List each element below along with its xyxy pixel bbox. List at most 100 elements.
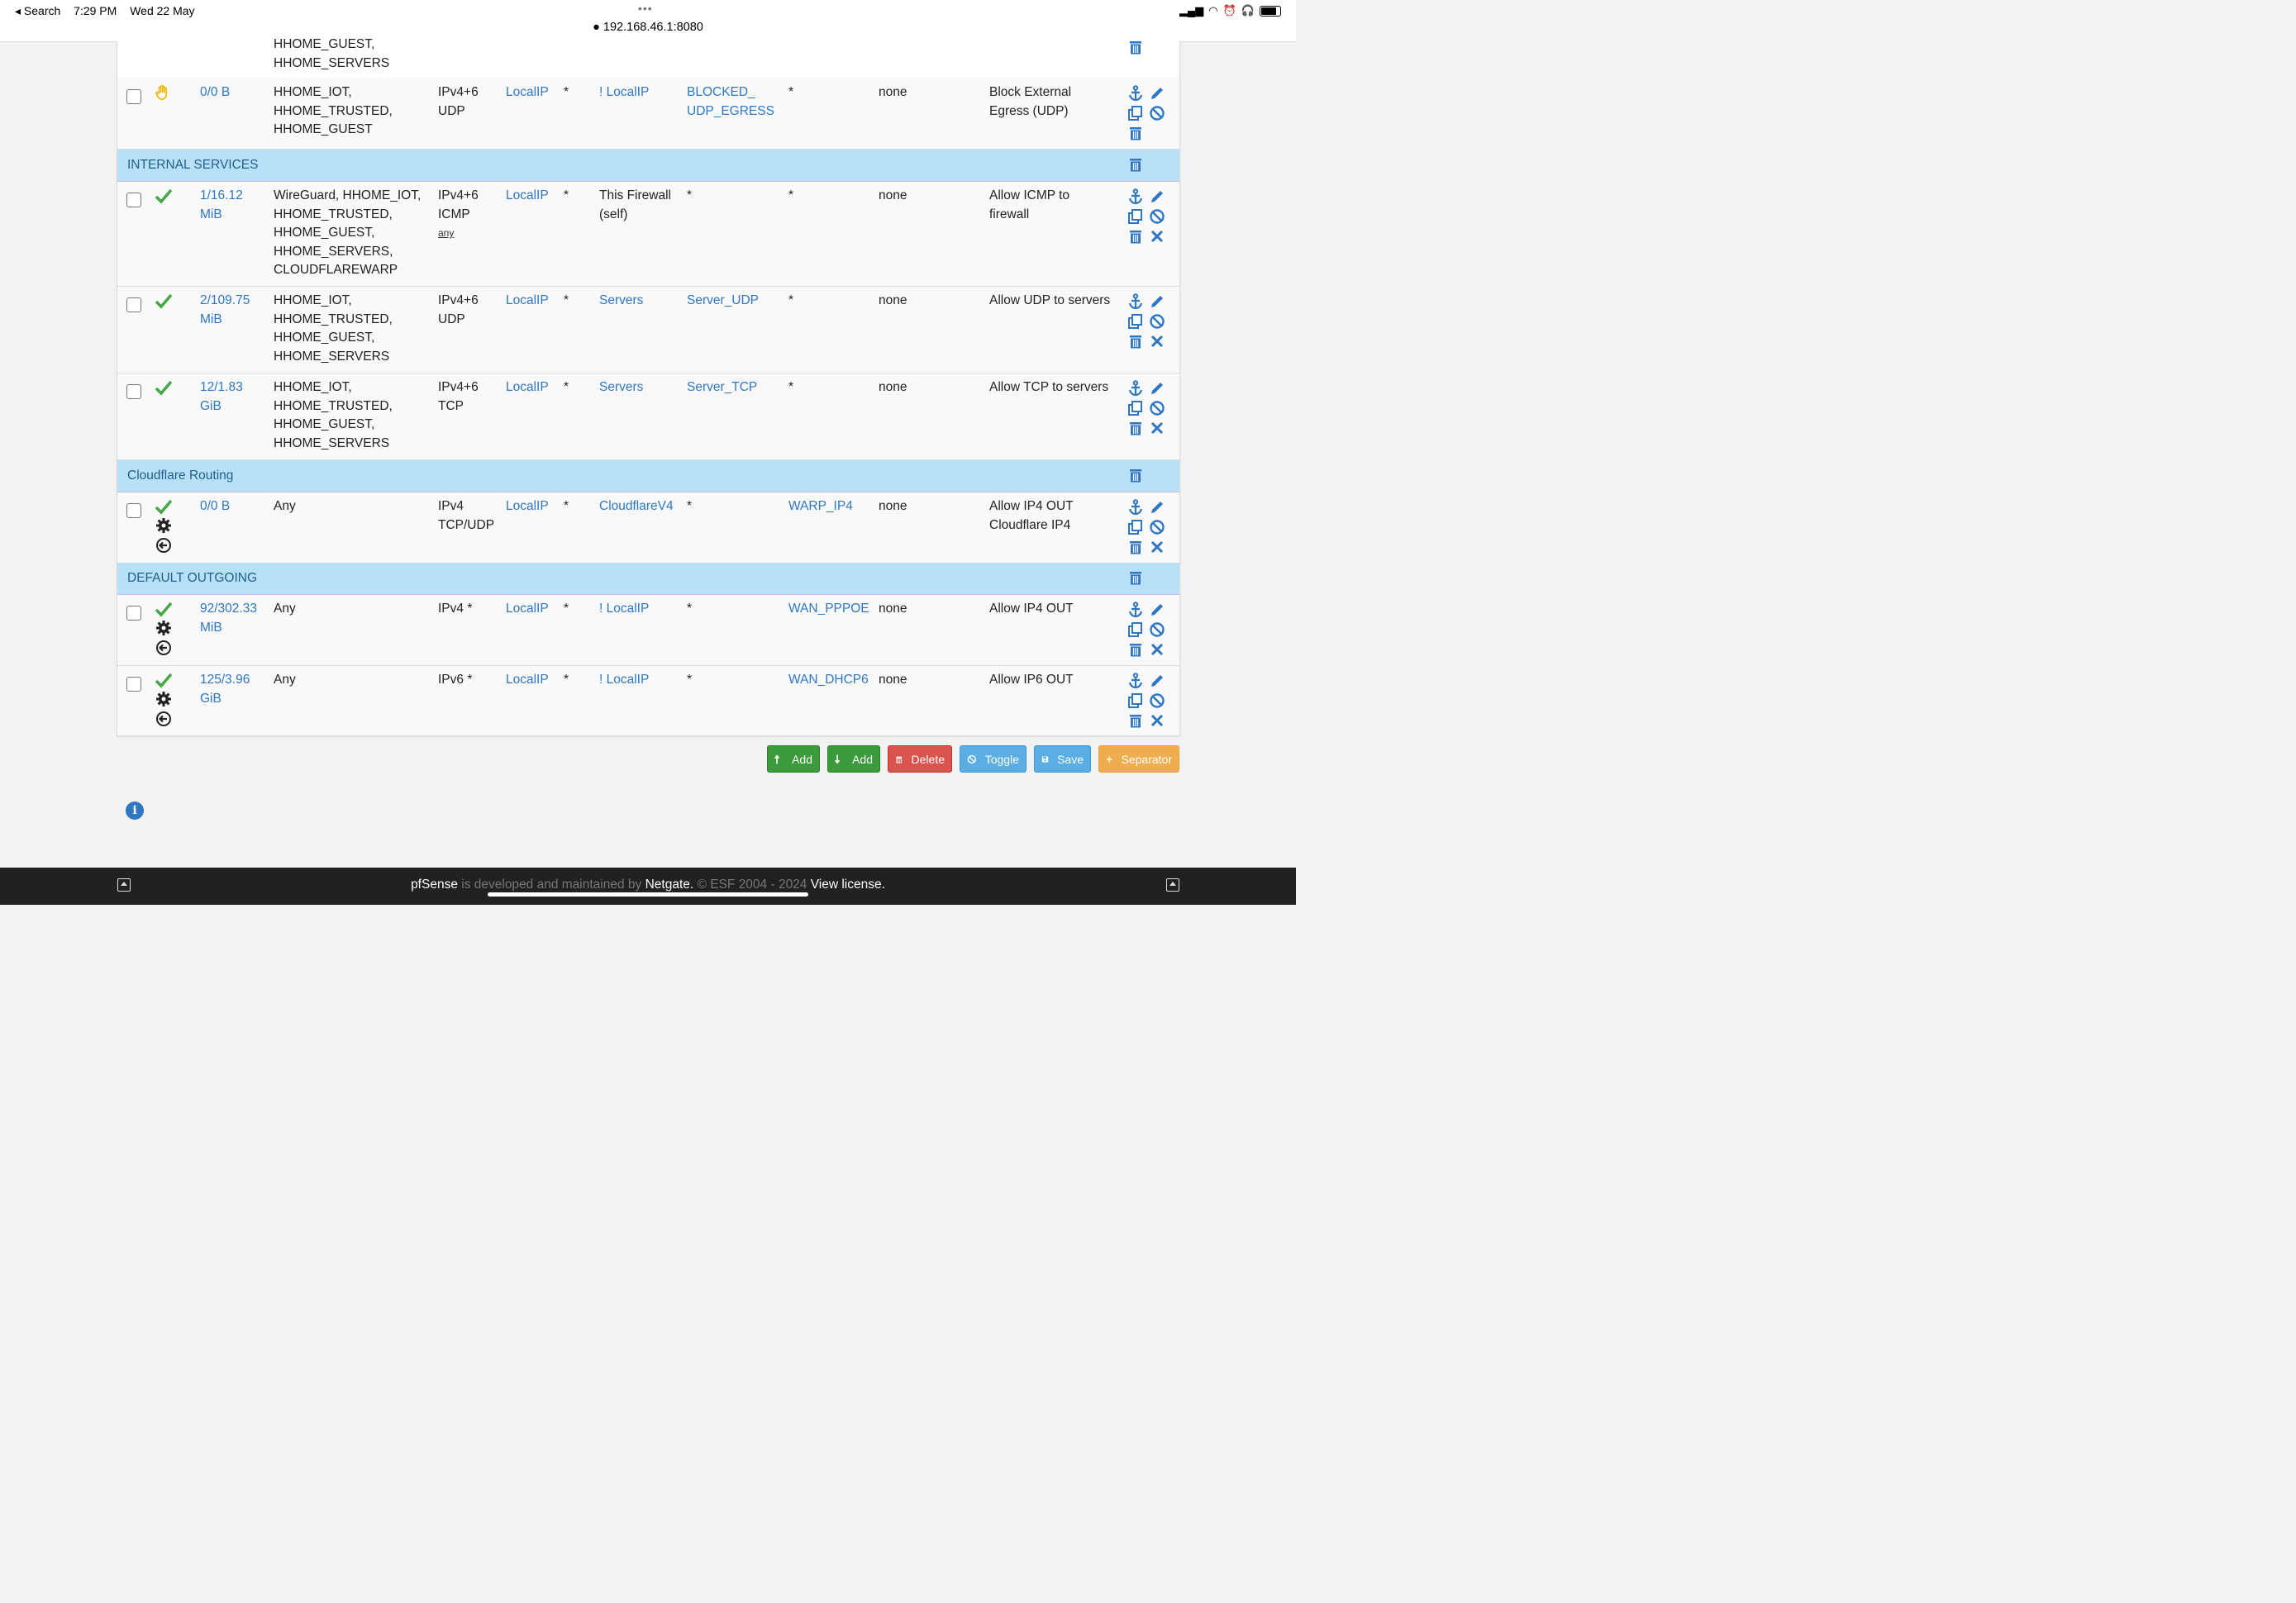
trash-icon[interactable] (1127, 228, 1144, 245)
pencil-icon[interactable] (1149, 188, 1165, 205)
row-source[interactable]: LocalIP (506, 380, 549, 394)
row-states[interactable]: 125/3.96 GiB (200, 671, 250, 708)
row-destination[interactable]: Servers (599, 380, 644, 394)
close-icon[interactable] (1149, 420, 1165, 436)
copy-icon[interactable] (1127, 400, 1144, 416)
multitask-dots-icon[interactable]: ••• (638, 2, 653, 15)
row-interfaces: Any (274, 600, 296, 619)
anchor-icon[interactable] (1127, 293, 1144, 310)
copy-icon[interactable] (1127, 692, 1144, 709)
row-states[interactable]: 12/1.83 GiB (200, 378, 243, 416)
trash-icon[interactable] (1127, 641, 1144, 658)
close-icon[interactable] (1149, 712, 1165, 729)
close-icon[interactable] (1149, 641, 1165, 658)
close-icon[interactable] (1149, 539, 1165, 555)
row-checkbox[interactable] (126, 297, 141, 312)
separator-label: DEFAULT OUTGOING (127, 571, 258, 585)
anchor-icon[interactable] (1127, 673, 1144, 689)
trash-icon[interactable] (1127, 712, 1144, 729)
view-license-link[interactable]: View license. (810, 878, 885, 892)
toggle-button[interactable]: Toggle (960, 745, 1027, 773)
scroll-top-icon[interactable] (1166, 878, 1179, 892)
row-checkbox[interactable] (126, 89, 141, 104)
row-gateway[interactable]: WARP_IP4 (788, 499, 853, 513)
ban-icon[interactable] (1149, 519, 1165, 535)
close-icon[interactable] (1149, 333, 1165, 350)
home-indicator[interactable] (488, 892, 808, 897)
delete-button[interactable]: Delete (888, 745, 952, 773)
row-source[interactable]: LocalIP (506, 602, 549, 616)
row-gateway[interactable]: WAN_PPPOE (788, 602, 869, 616)
footer-company-link[interactable]: Netgate. (645, 878, 694, 892)
row-source[interactable]: LocalIP (506, 673, 549, 687)
icmp-type-any[interactable]: any (438, 227, 455, 239)
row-destination[interactable]: ! LocalIP (599, 673, 650, 687)
row-checkbox[interactable] (126, 193, 141, 207)
pencil-icon[interactable] (1149, 602, 1165, 618)
row-states[interactable]: 2/109.75 MiB (200, 292, 250, 329)
row-dest-port[interactable]: BLOCKED_ UDP_EGRESS (687, 83, 774, 121)
ban-icon[interactable] (1149, 692, 1165, 709)
anchor-icon[interactable] (1127, 499, 1144, 516)
row-destination[interactable]: CloudflareV4 (599, 499, 674, 513)
trash-icon[interactable] (1127, 467, 1144, 483)
save-button[interactable]: Save (1034, 745, 1091, 773)
anchor-icon[interactable] (1127, 602, 1144, 618)
row-source[interactable]: LocalIP (506, 85, 549, 99)
info-icon[interactable]: i (126, 802, 144, 820)
ban-icon[interactable] (1149, 621, 1165, 638)
anchor-icon[interactable] (1127, 380, 1144, 397)
add-top-button[interactable]: Add (767, 745, 820, 773)
anchor-icon[interactable] (1127, 85, 1144, 102)
trash-icon[interactable] (1127, 539, 1144, 555)
row-destination[interactable]: ! LocalIP (599, 85, 650, 99)
row-checkbox[interactable] (126, 384, 141, 399)
row-states[interactable]: 0/0 B (200, 497, 230, 516)
pencil-icon[interactable] (1149, 293, 1165, 310)
copy-icon[interactable] (1127, 621, 1144, 638)
trash-icon[interactable] (1127, 333, 1144, 350)
row-source[interactable]: LocalIP (506, 188, 549, 202)
ban-icon[interactable] (1149, 105, 1165, 121)
protocol-line: UDP (438, 312, 465, 326)
row-destination[interactable]: Servers (599, 293, 644, 307)
row-dest-port[interactable]: Server_UDP (687, 293, 759, 307)
row-checkbox[interactable] (126, 677, 141, 692)
url-bar[interactable]: ● 192.168.46.1:8080 (593, 21, 703, 34)
row-dest-port[interactable]: Server_TCP (687, 380, 758, 394)
row-destination: This Firewall (self) (599, 187, 671, 224)
close-icon[interactable] (1149, 228, 1165, 245)
copy-icon[interactable] (1127, 519, 1144, 535)
add-bottom-button[interactable]: Add (827, 745, 880, 773)
ban-icon[interactable] (1149, 400, 1165, 416)
ban-icon[interactable] (1149, 313, 1165, 330)
row-states[interactable]: 0/0 B (200, 85, 231, 99)
copy-icon[interactable] (1127, 208, 1144, 225)
pencil-icon[interactable] (1149, 85, 1165, 102)
copy-icon[interactable] (1127, 105, 1144, 121)
pencil-icon[interactable] (1149, 380, 1165, 397)
ban-icon[interactable] (1149, 208, 1165, 225)
trash-icon[interactable] (1127, 39, 1144, 55)
trash-icon[interactable] (1127, 569, 1144, 586)
row-source[interactable]: LocalIP (506, 499, 549, 513)
row-destination[interactable]: ! LocalIP (599, 602, 650, 616)
pencil-icon[interactable] (1149, 673, 1165, 689)
anchor-icon[interactable] (1127, 188, 1144, 205)
row-checkbox[interactable] (126, 606, 141, 621)
row-checkbox[interactable] (126, 503, 141, 518)
trash-icon[interactable] (1127, 156, 1144, 173)
scroll-top-icon[interactable] (117, 878, 131, 892)
pencil-icon[interactable] (1149, 499, 1165, 516)
back-to-search[interactable]: ◂ Search (15, 4, 61, 17)
row-source[interactable]: LocalIP (506, 293, 549, 307)
separator-button[interactable]: Separator (1098, 745, 1179, 773)
row-gateway[interactable]: WAN_DHCP6 (788, 673, 869, 687)
trash-icon[interactable] (1127, 420, 1144, 436)
row-states[interactable]: 92/302.33 MiB (200, 600, 257, 637)
row-states[interactable]: 1/16.12 MiB (200, 187, 243, 224)
trash-icon[interactable] (1127, 125, 1144, 141)
interface-line: HHOME_TRUSTED, (274, 207, 393, 221)
copy-icon[interactable] (1127, 313, 1144, 330)
block-hand-icon[interactable] (155, 84, 171, 101)
